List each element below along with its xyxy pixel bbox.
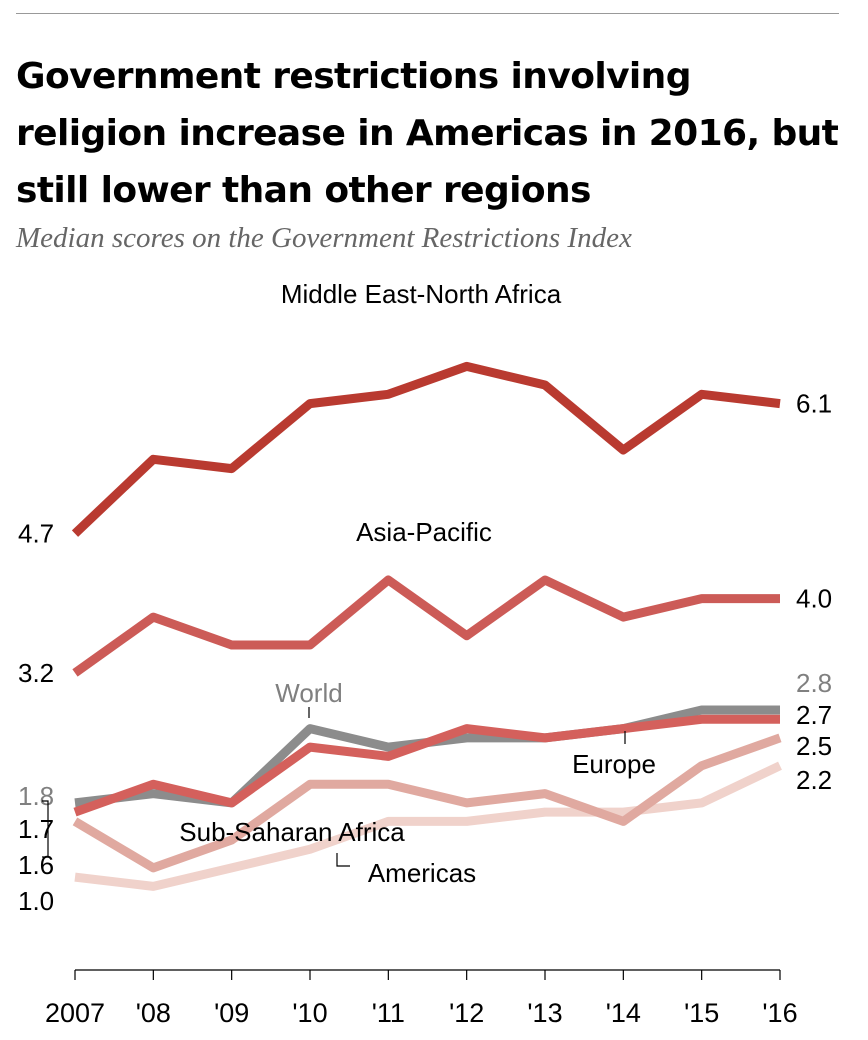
x-tick-label: '15 [684, 998, 719, 1028]
x-tick-label: '10 [292, 998, 327, 1028]
x-axis: 2007 '08 '09 '10 '11 '12 '13 '14 '15 '16 [45, 969, 798, 1028]
series-line-middle-east [71, 361, 781, 537]
americas-leader-line [336, 853, 350, 867]
start-value-africa: 1.6 [18, 850, 54, 880]
start-value-asia: 3.2 [18, 658, 54, 688]
series-names: Middle East-North Africa Asia-Pacific Worl… [179, 279, 656, 888]
start-value-world: 1.8 [18, 781, 54, 811]
series-name-africa: Sub-Saharan Africa [179, 817, 405, 847]
series-name-world: World [275, 678, 342, 708]
top-rule [16, 13, 839, 14]
x-tick-label: '13 [527, 998, 562, 1028]
series-name-americas: Americas [368, 858, 476, 888]
x-tick-label: '08 [136, 998, 171, 1028]
series-name-asia: Asia-Pacific [356, 517, 492, 547]
series-line-asia [72, 575, 780, 677]
start-value-europe: 1.7 [18, 814, 54, 844]
series-line-africa [72, 733, 782, 873]
x-tick-label: '14 [606, 998, 641, 1028]
x-tick-label: '12 [449, 998, 484, 1028]
chart-subtitle: Median scores on the Government Restrict… [16, 222, 632, 254]
end-value-europe: 2.7 [796, 700, 832, 730]
end-value-asia: 4.0 [796, 584, 832, 614]
x-tick-label: '11 [372, 998, 405, 1028]
series-name-europe: Europe [572, 749, 656, 779]
start-value-middle-east: 4.7 [18, 519, 54, 549]
series-line-europe [73, 714, 780, 817]
end-value-middle-east: 6.1 [796, 389, 832, 419]
end-value-africa: 2.5 [796, 731, 832, 761]
series-lines [71, 361, 782, 891]
start-value-americas: 1.0 [18, 886, 54, 916]
end-value-americas: 2.2 [796, 765, 832, 795]
x-tick-label: '09 [214, 998, 249, 1028]
series-line-americas [74, 761, 782, 891]
series-name-middle-east: Middle East-North Africa [281, 279, 562, 309]
value-labels: 4.7 3.2 1.71.8 1.6 1.0 6.1 4.0 2.72.8 2.5 2.2 [18, 389, 832, 916]
x-tick-label: '16 [762, 998, 797, 1028]
start-labels-bracket [42, 800, 49, 858]
chart-title: Government restrictions involving religi… [16, 56, 839, 211]
end-value-world: 2.8 [796, 668, 832, 698]
x-tick-label: 2007 [45, 998, 105, 1028]
